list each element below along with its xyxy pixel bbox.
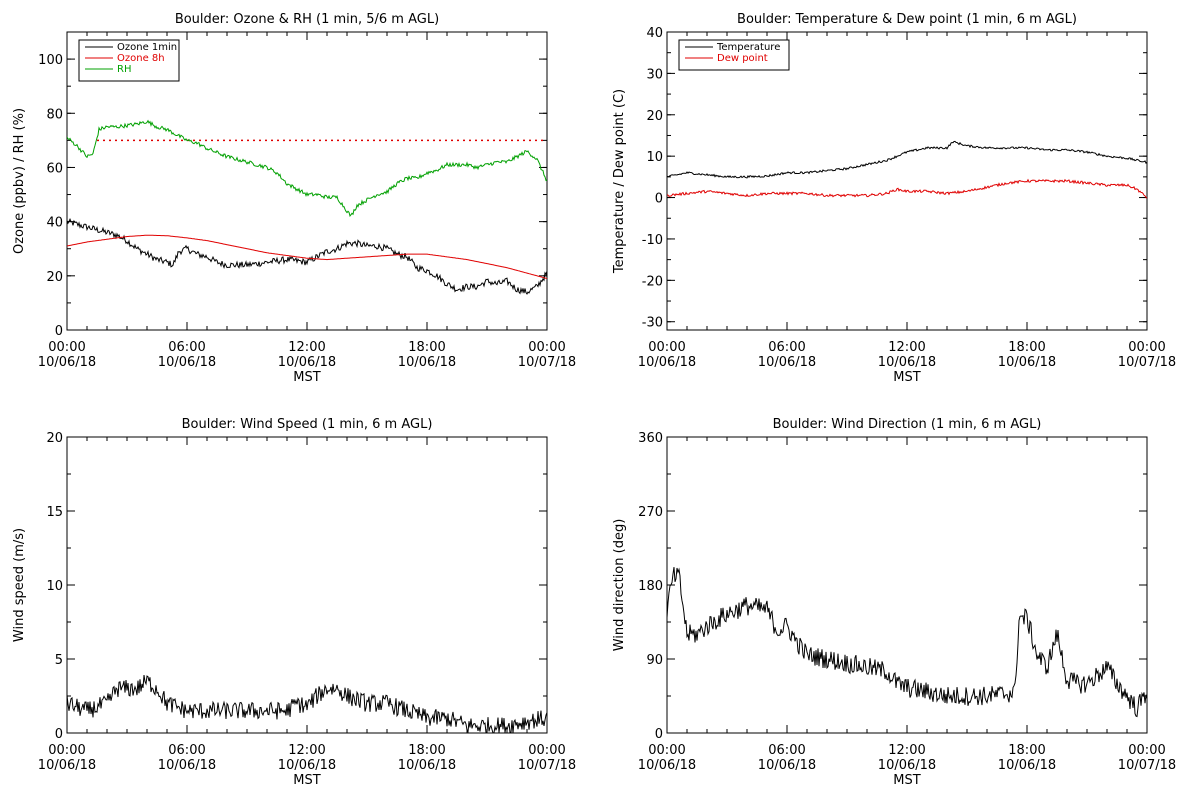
y-tick-label: 0 (655, 192, 663, 207)
x-tick-time: 12:00 (288, 340, 325, 355)
y-tick-label: 5 (55, 653, 63, 668)
x-tick-date: 10/07/18 (1118, 355, 1176, 370)
x-axis-label: MST (293, 370, 320, 385)
x-tick-time: 00:00 (528, 340, 565, 355)
x-tick-time: 00:00 (1128, 340, 1165, 355)
x-tick-date: 10/06/18 (998, 355, 1056, 370)
y-tick-label: 100 (38, 53, 63, 68)
series-line-1 (667, 178, 1147, 199)
y-tick-label: -10 (642, 233, 663, 248)
y-axis-label: Wind direction (deg) (612, 519, 627, 652)
series-line-1 (67, 234, 547, 279)
chart-panel-1: Boulder: Temperature & Dew point (1 min,… (612, 12, 1176, 385)
series-line-2 (67, 119, 547, 217)
x-tick-date: 10/06/18 (38, 355, 96, 370)
x-tick-time: 12:00 (288, 743, 325, 758)
x-tick-date: 10/06/18 (878, 758, 936, 773)
x-tick-time: 06:00 (768, 743, 805, 758)
x-tick-date: 10/06/18 (158, 355, 216, 370)
y-tick-label: 180 (638, 579, 663, 594)
y-tick-label: 40 (46, 216, 63, 231)
x-tick-time: 06:00 (168, 743, 205, 758)
y-tick-label: 270 (638, 505, 663, 520)
y-tick-label: 0 (55, 727, 63, 742)
x-axis-label: MST (293, 773, 320, 788)
x-axis-label: MST (893, 370, 920, 385)
x-tick-time: 06:00 (768, 340, 805, 355)
y-tick-label: 40 (646, 26, 663, 41)
y-tick-label: -20 (642, 274, 663, 289)
chart-title: Boulder: Temperature & Dew point (1 min,… (737, 12, 1077, 27)
x-tick-date: 10/07/18 (518, 758, 576, 773)
legend-label: Dew point (717, 53, 768, 64)
x-tick-date: 10/06/18 (398, 355, 456, 370)
legend-label: RH (117, 64, 131, 75)
x-tick-time: 00:00 (648, 743, 685, 758)
chart-title: Boulder: Wind Speed (1 min, 6 m AGL) (182, 417, 433, 432)
series-line-0 (67, 217, 547, 295)
x-tick-date: 10/06/18 (398, 758, 456, 773)
y-axis-label: Wind speed (m/s) (12, 528, 27, 642)
x-tick-date: 10/06/18 (278, 355, 336, 370)
x-tick-date: 10/06/18 (758, 758, 816, 773)
x-tick-date: 10/06/18 (38, 758, 96, 773)
x-tick-time: 18:00 (408, 743, 445, 758)
x-axis-label: MST (893, 773, 920, 788)
y-tick-label: 60 (46, 161, 63, 176)
x-tick-time: 18:00 (408, 340, 445, 355)
x-tick-time: 00:00 (48, 743, 85, 758)
x-tick-date: 10/06/18 (758, 355, 816, 370)
x-tick-time: 00:00 (1128, 743, 1165, 758)
x-tick-time: 06:00 (168, 340, 205, 355)
legend-label: Ozone 1min (117, 42, 177, 53)
x-tick-time: 00:00 (648, 340, 685, 355)
x-tick-date: 10/06/18 (998, 758, 1056, 773)
y-tick-label: 20 (646, 109, 663, 124)
y-tick-label: 10 (46, 579, 63, 594)
x-tick-date: 10/06/18 (638, 758, 696, 773)
y-axis-label: Temperature / Dew point (C) (612, 89, 627, 274)
series-line-0 (667, 567, 1147, 718)
chart-panel-3: Boulder: Wind Direction (1 min, 6 m AGL)… (612, 417, 1176, 788)
x-tick-date: 10/07/18 (1118, 758, 1176, 773)
y-tick-label: 80 (46, 107, 63, 122)
y-tick-label: 0 (55, 324, 63, 339)
x-tick-date: 10/06/18 (158, 758, 216, 773)
x-tick-date: 10/06/18 (278, 758, 336, 773)
y-tick-label: 20 (46, 431, 63, 446)
y-tick-label: 15 (46, 505, 63, 520)
y-tick-label: 0 (655, 727, 663, 742)
chart-panel-2: Boulder: Wind Speed (1 min, 6 m AGL) 0 5 10… (12, 417, 576, 788)
x-tick-time: 18:00 (1008, 743, 1045, 758)
y-tick-label: 20 (46, 270, 63, 285)
legend-label: Temperature (716, 42, 780, 53)
y-tick-label: 30 (646, 67, 663, 82)
legend-box (678, 39, 790, 71)
legend-label: Ozone 8h (117, 53, 165, 64)
y-tick-label: 90 (646, 653, 663, 668)
chart-title: Boulder: Wind Direction (1 min, 6 m AGL) (773, 417, 1042, 432)
y-tick-label: 10 (646, 150, 663, 165)
series-line-0 (667, 140, 1147, 179)
y-tick-label: -30 (642, 316, 663, 331)
x-tick-time: 00:00 (48, 340, 85, 355)
y-tick-label: 360 (638, 431, 663, 446)
x-tick-date: 10/06/18 (638, 355, 696, 370)
x-tick-time: 12:00 (888, 743, 925, 758)
x-tick-time: 18:00 (1008, 340, 1045, 355)
x-tick-time: 00:00 (528, 743, 565, 758)
x-tick-date: 10/06/18 (878, 355, 936, 370)
x-tick-time: 12:00 (888, 340, 925, 355)
series-line-0 (67, 675, 547, 733)
y-axis-label: Ozone (ppbv) / RH (%) (12, 108, 27, 254)
x-tick-date: 10/07/18 (518, 355, 576, 370)
chart-title: Boulder: Ozone & RH (1 min, 5/6 m AGL) (175, 12, 439, 27)
chart-panel-0: Boulder: Ozone & RH (1 min, 5/6 m AGL) 0 2… (12, 12, 576, 385)
